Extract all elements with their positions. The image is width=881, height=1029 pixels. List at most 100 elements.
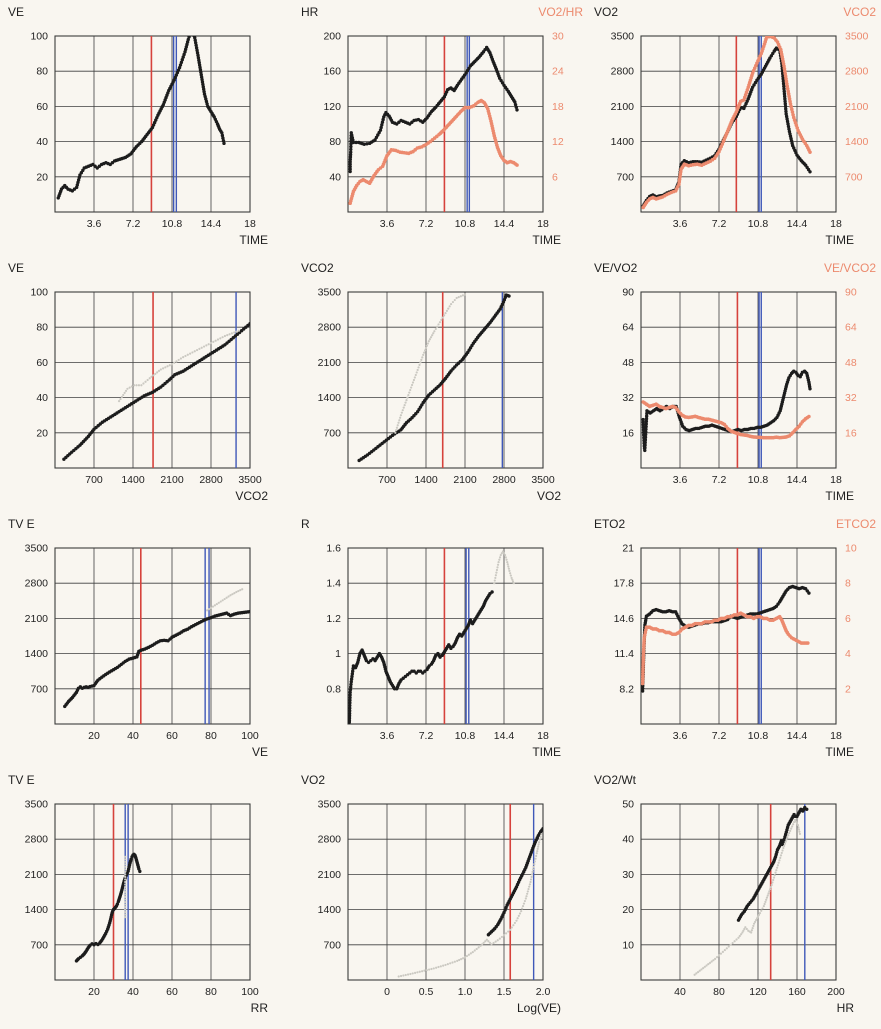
y-tick-label: 1400 [318,392,342,404]
axis-labels: 3.6 7.2 10.8 14.4 18 8.2 11.4 14.6 17.8 21 2 4 6 8 10 [614,543,857,743]
panel-svg-vo2-time: 3.6 7.2 10.8 14.4 18 700 1400 2100 2800 3500 700 14… [594,5,876,247]
axis-labels: 700 1400 2100 2800 3500 20 40 60 80 100 [30,287,261,487]
y-tick-label: 40 [36,392,48,404]
panel-svg-tve-rr: 20 40 60 80 100 700 1400 2100 2800 3500 TV E RR [8,773,268,1015]
y2-tick-label: 2100 [845,101,869,113]
series-eto2 [641,584,811,693]
y-tick-label: 700 [30,683,48,695]
y-tick-label: 1400 [611,136,635,148]
x-tick-label: 14.4 [787,730,808,742]
x-tick-label: 1.5 [497,986,512,998]
y-tick-label: 10 [622,939,634,951]
panel-svg-vo2wt-hr: 40 80 120 160 200 10 20 30 40 50 VO2/Wt HR [594,773,855,1015]
gridlines [640,35,837,213]
x-tick-label: 2100 [160,474,184,486]
panel-svg-ve-vco2: 700 1400 2100 2800 3500 20 40 60 80 100 VE VCO2 [8,261,268,503]
y-tick-label: 50 [622,799,634,811]
x-tick-label: 7.2 [419,218,434,230]
panel-svg-hr-time: 3.6 7.2 10.8 14.4 18 40 80 120 160 200 6 12 18 24 30 HR… [301,5,583,247]
y-tick-label: 2800 [318,322,342,334]
x-axis-label: Log(VE) [517,1001,561,1015]
panel-svg-r-time: 3.6 7.2 10.8 14.4 18 0.8 1 1.2 1.4 1.6 R TIME [301,517,561,759]
x-tick-label: 20 [88,986,100,998]
y-tick-label: 11.4 [614,648,634,660]
y2-tick-label: 6 [845,613,851,625]
axis-labels: 3.6 7.2 10.8 14.4 18 16 32 48 64 90 16 32 48 64 90 [622,287,857,487]
x-axis-label: VO2 [537,489,561,503]
y-tick-label: 64 [622,322,634,334]
x-axis-label: TIME [239,233,268,247]
x-tick-label: 1400 [414,474,438,486]
y-tick-label: 3500 [318,287,342,299]
y-tick-label: 700 [323,939,341,951]
x-tick-label: 700 [378,474,396,486]
axis-labels: 3.6 7.2 10.8 14.4 18 0.8 1 1.2 1.4 1.6 [326,543,549,743]
series-r-recovery [493,550,515,585]
y-tick-label: 160 [323,66,341,78]
x-tick-label: 18 [830,218,842,230]
x-tick-label: 7.2 [712,474,727,486]
y-tick-label: 60 [36,357,48,369]
x-axis-label: HR [837,1001,855,1015]
series-hr [348,45,519,174]
x-axis-label: VE [252,745,268,759]
y-tick-label: 32 [622,392,634,404]
panel-vco2-vo2: 700 1400 2100 2800 3500 700 1400 2100 2800 3500 VC… [293,256,586,512]
x-tick-label: 7.2 [126,218,141,230]
panel-title-left: VE [8,5,24,19]
panel-title-right: ETCO2 [836,517,876,531]
axis-labels: 0 0.5 1.0 1.5 2.0 700 1400 2100 2800 3500 [318,799,551,999]
x-tick-label: 100 [241,986,259,998]
x-tick-label: 80 [713,986,725,998]
y2-tick-label: 700 [845,171,863,183]
series-ve [56,36,226,200]
x-axis-label: TIME [825,233,854,247]
y-tick-label: 120 [323,101,341,113]
x-axis-label: TIME [825,489,854,503]
x-tick-label: 200 [827,986,845,998]
axis-labels: 40 80 120 160 200 10 20 30 40 50 [622,799,845,999]
x-axis-label: TIME [532,745,561,759]
x-tick-label: 3.6 [380,218,395,230]
y-tick-label: 100 [30,31,48,43]
y2-tick-label: 48 [845,357,857,369]
y-tick-label: 3500 [25,799,49,811]
y2-tick-label: 12 [552,136,564,148]
x-tick-label: 14.4 [494,218,515,230]
panel-hr-time: 3.6 7.2 10.8 14.4 18 40 80 120 160 200 6 12 18 24 30 HR… [293,0,586,256]
x-tick-label: 80 [205,986,217,998]
axis-labels: 3.6 7.2 10.8 14.4 18 40 80 120 160 200 6 12 18 24 30 [323,31,563,231]
x-tick-label: 7.2 [712,218,727,230]
x-tick-label: 10.8 [748,474,769,486]
y-tick-label: 700 [30,939,48,951]
x-tick-label: 40 [674,986,686,998]
x-tick-label: 2800 [492,474,516,486]
y-tick-label: 2800 [25,578,49,590]
y2-tick-label: 3500 [845,31,869,43]
y-tick-label: 0.8 [326,683,341,695]
y-tick-label: 8.2 [619,683,634,695]
y2-tick-label: 18 [552,101,564,113]
y-tick-label: 2800 [611,66,635,78]
x-tick-label: 120 [749,986,767,998]
panel-title-left: TV E [8,773,35,787]
y-tick-label: 20 [622,904,634,916]
axis-labels: 20 40 60 80 100 700 1400 2100 2800 3500 [25,543,259,743]
y-tick-label: 3500 [611,31,635,43]
y2-tick-label: 32 [845,392,857,404]
x-tick-label: 160 [788,986,806,998]
series-ve-vo2 [641,369,812,453]
y-tick-label: 20 [36,427,48,439]
panel-title-left: VE [8,261,24,275]
x-tick-label: 18 [537,218,549,230]
x-tick-label: 18 [244,218,256,230]
x-tick-label: 7.2 [712,730,727,742]
panel-ve-time: 3.6 7.2 10.8 14.4 18 20 40 60 80 100 VE TIME [0,0,293,256]
axis-labels: 3.6 7.2 10.8 14.4 18 700 1400 2100 2800 3500 700 14… [611,31,869,231]
y-tick-label: 200 [323,31,341,43]
x-tick-label: 2.0 [536,986,551,998]
x-axis-label: VCO2 [235,489,268,503]
y-tick-label: 1.2 [326,613,341,625]
x-tick-label: 3.6 [87,218,102,230]
panel-title-left: VE/VO2 [594,261,638,275]
